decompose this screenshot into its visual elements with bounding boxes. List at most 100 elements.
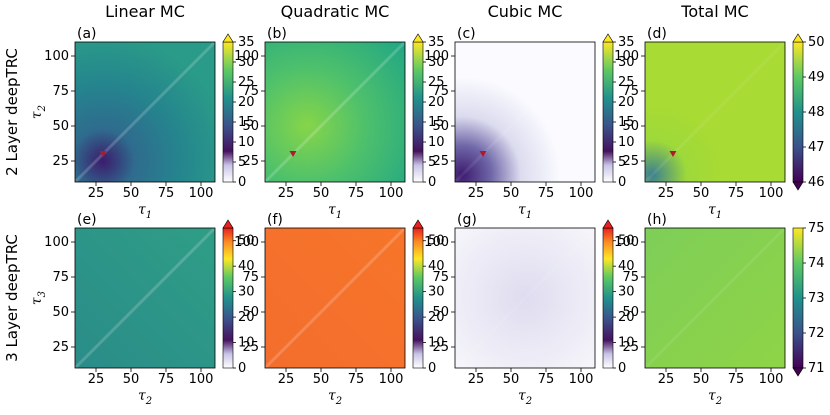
colorbar-tick-label: 30 <box>428 285 445 300</box>
colorbar-tick-label: 71 <box>808 361 825 376</box>
y-tick-label: 25 <box>52 154 69 169</box>
colorbar-tick-label: 15 <box>428 115 445 130</box>
x-tick-label: 75 <box>348 186 365 201</box>
colorbar-tick-label: 25 <box>618 75 635 90</box>
plot-frame <box>454 41 596 183</box>
plot-frame <box>74 41 216 183</box>
y-tick-label: 100 <box>234 235 259 250</box>
colorbar <box>602 41 614 183</box>
colorbar <box>222 41 234 183</box>
diagonal-ridge <box>453 40 597 184</box>
colorbar-tick-label: 48 <box>808 105 825 120</box>
y-tick-label: 50 <box>52 119 69 134</box>
y-tick-label: 100 <box>614 49 639 64</box>
heatmap-area <box>265 42 405 182</box>
colorbar <box>792 41 804 183</box>
x-tick-label: 25 <box>658 372 675 387</box>
colorbar-tick-label: 0 <box>428 361 436 376</box>
colorbar-tick-label: 30 <box>618 285 635 300</box>
y-tick-label: 100 <box>424 49 449 64</box>
x-tick-label: 100 <box>379 372 404 387</box>
x-tick-label: 75 <box>538 186 555 201</box>
colorbar-tick-label: 50 <box>618 234 635 249</box>
colorbar-extend-max <box>412 33 424 43</box>
colorbar-tick-label: 5 <box>428 155 436 170</box>
heatmap-area <box>455 228 595 368</box>
marker-triangle <box>99 151 107 157</box>
panel-label: (d) <box>647 26 667 42</box>
x-tick-label: 100 <box>759 186 784 201</box>
panel-label: (g) <box>457 212 477 228</box>
marker-triangle <box>669 151 677 157</box>
colorbar-tick-label: 10 <box>238 336 255 351</box>
x-tick-label: 100 <box>379 186 404 201</box>
x-axis-label: τ1 <box>518 202 532 221</box>
colorbar-tick-label: 73 <box>808 291 825 306</box>
y-tick-label: 100 <box>424 235 449 250</box>
heatmap-area <box>265 228 405 368</box>
colorbar-tick-label: 40 <box>618 259 635 274</box>
x-tick-label: 100 <box>569 372 594 387</box>
colorbar-tick-label: 50 <box>808 35 825 50</box>
y-tick-label: 50 <box>242 305 259 320</box>
x-tick-label: 25 <box>88 372 105 387</box>
column-title: Total MC <box>680 2 748 21</box>
colorbar-tick-label: 20 <box>238 310 255 325</box>
panel-label: (c) <box>457 26 476 42</box>
x-tick-label: 50 <box>503 186 520 201</box>
colorbar-tick-label: 10 <box>618 135 635 150</box>
y-tick-label: 50 <box>242 119 259 134</box>
x-tick-label: 100 <box>759 372 784 387</box>
x-tick-label: 25 <box>88 186 105 201</box>
heatmap-panel: (a) 25 50 75 100 25 50 75 100 τ1 τ2 0 5 10 15 20 25 30 35 <box>29 26 255 221</box>
colorbar-extend-max <box>602 219 614 229</box>
colorbar-tick-label: 35 <box>238 35 255 50</box>
colorbar-extend-max <box>792 33 804 43</box>
colorbar <box>412 41 424 183</box>
y-tick-label: 100 <box>234 49 259 64</box>
y-tick-label: 25 <box>242 154 259 169</box>
heatmap-area <box>75 228 215 368</box>
x-tick-label: 25 <box>658 186 675 201</box>
panel-label: (h) <box>647 212 667 228</box>
y-tick-label: 25 <box>622 154 639 169</box>
x-tick-label: 75 <box>728 372 745 387</box>
colorbar-tick-label: 0 <box>618 175 626 190</box>
column-title: Quadratic MC <box>281 2 390 21</box>
colorbar-tick-label: 46 <box>808 175 825 190</box>
x-tick-label: 100 <box>189 186 214 201</box>
x-tick-label: 75 <box>158 372 175 387</box>
y-tick-label: 50 <box>622 305 639 320</box>
diagonal-ridge <box>263 226 407 370</box>
column-title: Cubic MC <box>488 2 563 21</box>
y-tick-label: 25 <box>432 340 449 355</box>
x-tick-label: 50 <box>693 186 710 201</box>
colorbar <box>602 227 614 369</box>
y-tick-label: 75 <box>242 84 259 99</box>
diagonal-ridge <box>453 226 597 370</box>
plot-frame <box>264 41 406 183</box>
y-axis-label: τ3 <box>29 291 48 305</box>
x-axis-label: τ2 <box>138 388 152 407</box>
colorbar-extend-max <box>222 219 234 229</box>
colorbar-tick-label: 10 <box>428 135 445 150</box>
y-tick-label: 75 <box>52 84 69 99</box>
heatmap-panel: (e) 25 50 75 100 25 50 75 100 τ2 τ3 0 10 20 30 40 50 <box>29 212 255 407</box>
colorbar-tick-label: 10 <box>238 135 255 150</box>
marker-triangle <box>289 151 297 157</box>
colorbar-tick-label: 47 <box>808 140 825 155</box>
y-axis-label: τ2 <box>29 105 48 119</box>
x-tick-label: 50 <box>313 186 330 201</box>
y-tick-label: 50 <box>432 119 449 134</box>
row-title: 2 Layer deepTRC <box>3 48 21 176</box>
plot-frame <box>454 227 596 369</box>
diagonal-ridge <box>263 40 407 184</box>
y-tick-label: 25 <box>52 340 69 355</box>
x-tick-label: 75 <box>728 186 745 201</box>
colorbar-tick-label: 35 <box>618 35 635 50</box>
